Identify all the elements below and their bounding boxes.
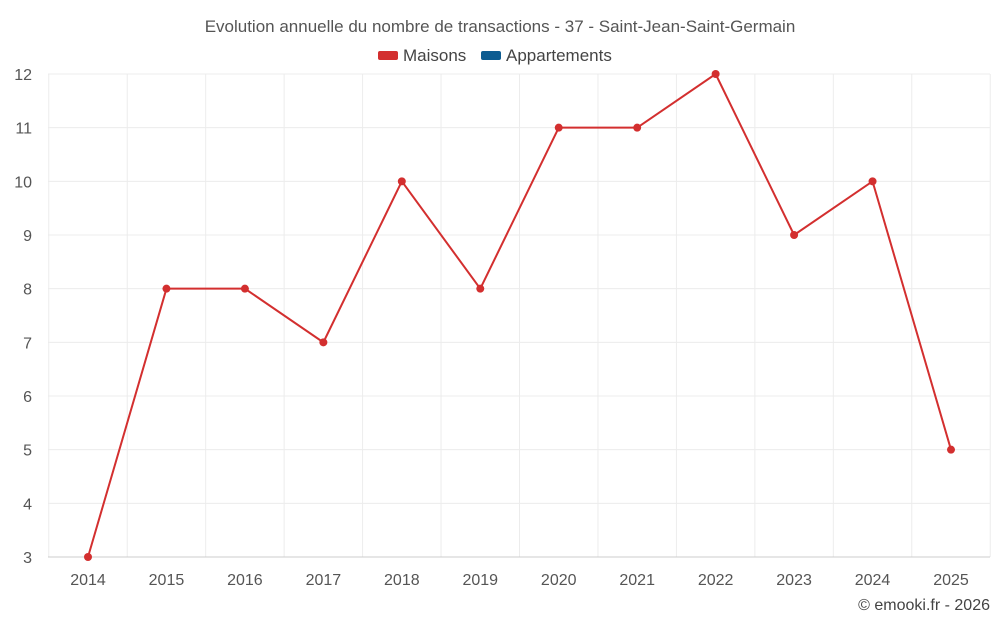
data-point-maisons-2022[interactable] <box>711 70 720 78</box>
x-tick-label-2014: 2014 <box>70 572 106 589</box>
data-point-maisons-2019[interactable] <box>476 284 485 293</box>
y-tick-label-5: 5 <box>23 443 32 460</box>
x-tick-label-2022: 2022 <box>698 572 734 589</box>
legend-swatch-maisons[interactable] <box>378 51 398 60</box>
y-tick-label-6: 6 <box>23 389 32 406</box>
x-tick-label-2023: 2023 <box>776 572 812 589</box>
y-tick-label-7: 7 <box>23 335 32 352</box>
y-tick-label-12: 12 <box>14 67 32 84</box>
data-point-maisons-2018[interactable] <box>397 177 406 186</box>
legend: Maisons Appartements <box>378 46 612 65</box>
y-axis-ticks: 3 4 5 6 7 8 9 10 11 12 <box>14 67 32 567</box>
x-tick-label-2017: 2017 <box>306 572 342 589</box>
data-point-maisons-2025[interactable] <box>947 445 955 454</box>
x-tick-label-2018: 2018 <box>384 572 420 589</box>
x-tick-label-2016: 2016 <box>227 572 263 589</box>
y-tick-label-3: 3 <box>23 550 32 567</box>
data-point-maisons-2017[interactable] <box>319 338 328 347</box>
data-point-maisons-2014[interactable] <box>84 553 92 561</box>
data-point-maisons-2020[interactable] <box>554 123 563 132</box>
data-point-maisons-2016[interactable] <box>240 284 249 293</box>
x-axis-ticks: 2014 2015 2016 2017 2018 2019 2020 2021 2022 2023… <box>70 572 969 589</box>
data-point-maisons-2024[interactable] <box>868 177 877 186</box>
y-tick-label-8: 8 <box>23 282 32 299</box>
x-gridlines <box>48 74 991 557</box>
y-tick-label-9: 9 <box>23 228 32 245</box>
data-point-maisons-2023[interactable] <box>790 231 799 239</box>
x-tick-label-2015: 2015 <box>149 572 185 589</box>
x-tick-label-2021: 2021 <box>619 572 655 589</box>
series-line-maisons <box>87 72 952 558</box>
credit-text: © emooki.fr - 2026 <box>858 597 990 614</box>
data-point-maisons-2021[interactable] <box>633 123 642 132</box>
series-layer <box>84 70 955 561</box>
legend-swatch-appartements[interactable] <box>481 51 501 60</box>
legend-label-maisons[interactable]: Maisons <box>403 46 466 65</box>
y-tick-label-11: 11 <box>15 121 32 138</box>
x-tick-label-2025: 2025 <box>933 572 969 589</box>
y-tick-label-10: 10 <box>14 174 32 191</box>
legend-label-appartements[interactable]: Appartements <box>506 46 612 65</box>
x-tick-label-2019: 2019 <box>462 572 498 589</box>
chart-title: Evolution annuelle du nombre de transact… <box>205 17 796 36</box>
x-tick-label-2020: 2020 <box>541 572 577 589</box>
y-tick-label-4: 4 <box>23 496 32 513</box>
data-point-maisons-2015[interactable] <box>162 284 171 293</box>
x-tick-label-2024: 2024 <box>855 572 891 589</box>
